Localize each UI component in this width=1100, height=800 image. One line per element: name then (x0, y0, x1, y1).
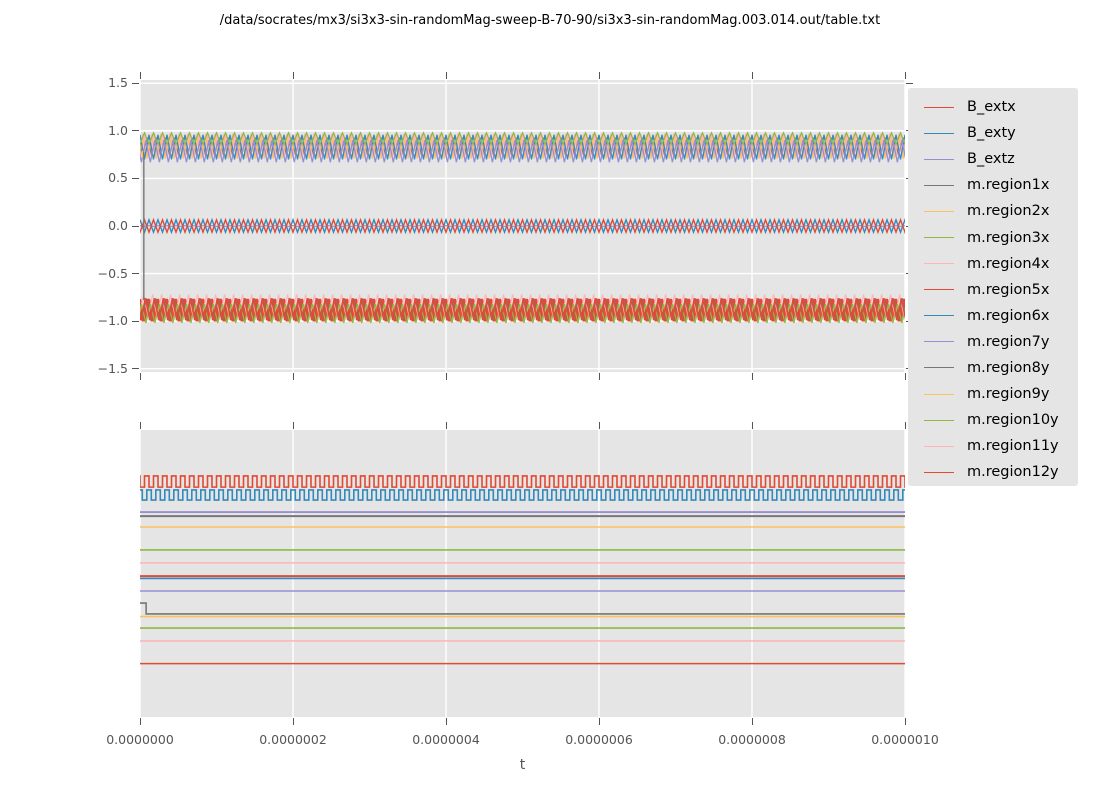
tick-mark (446, 72, 447, 79)
tick-mark (906, 83, 913, 84)
tick-mark (599, 373, 600, 380)
matplotlib-figure: /data/socrates/mx3/si3x3-sin-randomMag-s… (0, 0, 1100, 800)
y-tick-label: 0.5 (50, 170, 128, 186)
legend-item-m-region11y: m.region11y (908, 433, 1078, 459)
legend-item-B-extz: B_extz (908, 146, 1078, 172)
tick-mark (140, 373, 141, 380)
legend-item-B-exty: B_exty (908, 120, 1078, 146)
tick-mark (293, 373, 294, 380)
bottom-plot-area (140, 430, 905, 717)
legend-item-m-region10y: m.region10y (908, 407, 1078, 433)
legend-item-m-region8y: m.region8y (908, 355, 1078, 381)
legend-line-swatch (924, 446, 954, 447)
legend-line-swatch (924, 420, 954, 421)
legend-label: m.region12y (967, 464, 1059, 480)
tick-mark (905, 72, 906, 79)
legend-label: m.region5x (967, 282, 1049, 298)
legend-label: m.region2x (967, 203, 1049, 219)
y-tick-label: −0.5 (50, 266, 128, 282)
legend-line-swatch (924, 341, 954, 342)
legend-label: B_exty (967, 125, 1016, 141)
legend-item-m-region7y: m.region7y (908, 329, 1078, 355)
tick-mark (132, 130, 139, 131)
legend-line-swatch (924, 211, 954, 212)
tick-mark (599, 422, 600, 429)
y-tick-label: 0.0 (50, 218, 128, 234)
tick-mark (905, 422, 906, 429)
legend-item-m-region6x: m.region6x (908, 303, 1078, 329)
legend-item-m-region9y: m.region9y (908, 381, 1078, 407)
bottom-plot-canvas (140, 430, 905, 717)
tick-mark (140, 718, 141, 725)
top-plot-area (140, 80, 905, 372)
legend-line-swatch (924, 394, 954, 395)
legend-item-m-region12y: m.region12y (908, 459, 1078, 485)
legend-label: m.region11y (967, 438, 1059, 454)
tick-mark (446, 373, 447, 380)
tick-mark (293, 422, 294, 429)
tick-mark (132, 83, 139, 84)
tick-mark (132, 226, 139, 227)
x-tick-label: 0.0000008 (707, 732, 797, 748)
legend-item-m-region2x: m.region2x (908, 198, 1078, 224)
legend-label: B_extx (967, 99, 1016, 115)
legend-item-m-region3x: m.region3x (908, 224, 1078, 250)
x-axis-label: t (140, 757, 905, 773)
legend-box: B_extx B_exty B_extz m.region1x m.region2x m.… (908, 88, 1078, 486)
legend-label: m.region3x (967, 230, 1049, 246)
legend-label: m.region1x (967, 177, 1049, 193)
y-tick-label: −1.5 (50, 361, 128, 377)
legend-line-swatch (924, 367, 954, 368)
x-tick-label: 0.0000000 (95, 732, 185, 748)
x-tick-label: 0.0000004 (401, 732, 491, 748)
legend-item-B-extx: B_extx (908, 94, 1078, 120)
tick-mark (905, 373, 906, 380)
legend-item-m-region5x: m.region5x (908, 277, 1078, 303)
tick-mark (293, 718, 294, 725)
tick-mark (752, 373, 753, 380)
y-tick-label: 1.5 (50, 75, 128, 91)
tick-mark (140, 72, 141, 79)
legend-line-swatch (924, 472, 954, 473)
y-tick-label: −1.0 (50, 313, 128, 329)
legend-label: m.region4x (967, 256, 1049, 272)
tick-mark (446, 422, 447, 429)
tick-mark (752, 422, 753, 429)
legend-label: B_extz (967, 151, 1015, 167)
tick-mark (132, 368, 139, 369)
tick-mark (752, 718, 753, 725)
legend-label: m.region9y (967, 386, 1049, 402)
tick-mark (446, 718, 447, 725)
tick-mark (140, 422, 141, 429)
x-tick-label: 0.0000006 (554, 732, 644, 748)
legend-line-swatch (924, 159, 954, 160)
legend-line-swatch (924, 237, 954, 238)
legend-label: m.region8y (967, 360, 1049, 376)
tick-mark (132, 321, 139, 322)
tick-mark (132, 273, 139, 274)
figure-title: /data/socrates/mx3/si3x3-sin-randomMag-s… (0, 13, 1100, 28)
legend-label: m.region10y (967, 412, 1059, 428)
tick-mark (752, 72, 753, 79)
tick-mark (132, 178, 139, 179)
legend-line-swatch (924, 315, 954, 316)
legend-line-swatch (924, 289, 954, 290)
legend-item-m-region1x: m.region1x (908, 172, 1078, 198)
legend-label: m.region6x (967, 308, 1049, 324)
legend-line-swatch (924, 263, 954, 264)
top-plot-canvas (140, 80, 905, 372)
x-tick-label: 0.0000010 (860, 732, 950, 748)
legend-line-swatch (924, 107, 954, 108)
x-tick-label: 0.0000002 (248, 732, 338, 748)
legend-line-swatch (924, 185, 954, 186)
tick-mark (293, 72, 294, 79)
legend-item-m-region4x: m.region4x (908, 251, 1078, 277)
y-tick-label: 1.0 (50, 123, 128, 139)
tick-mark (599, 718, 600, 725)
legend-label: m.region7y (967, 334, 1049, 350)
legend-line-swatch (924, 133, 954, 134)
tick-mark (905, 718, 906, 725)
tick-mark (599, 72, 600, 79)
